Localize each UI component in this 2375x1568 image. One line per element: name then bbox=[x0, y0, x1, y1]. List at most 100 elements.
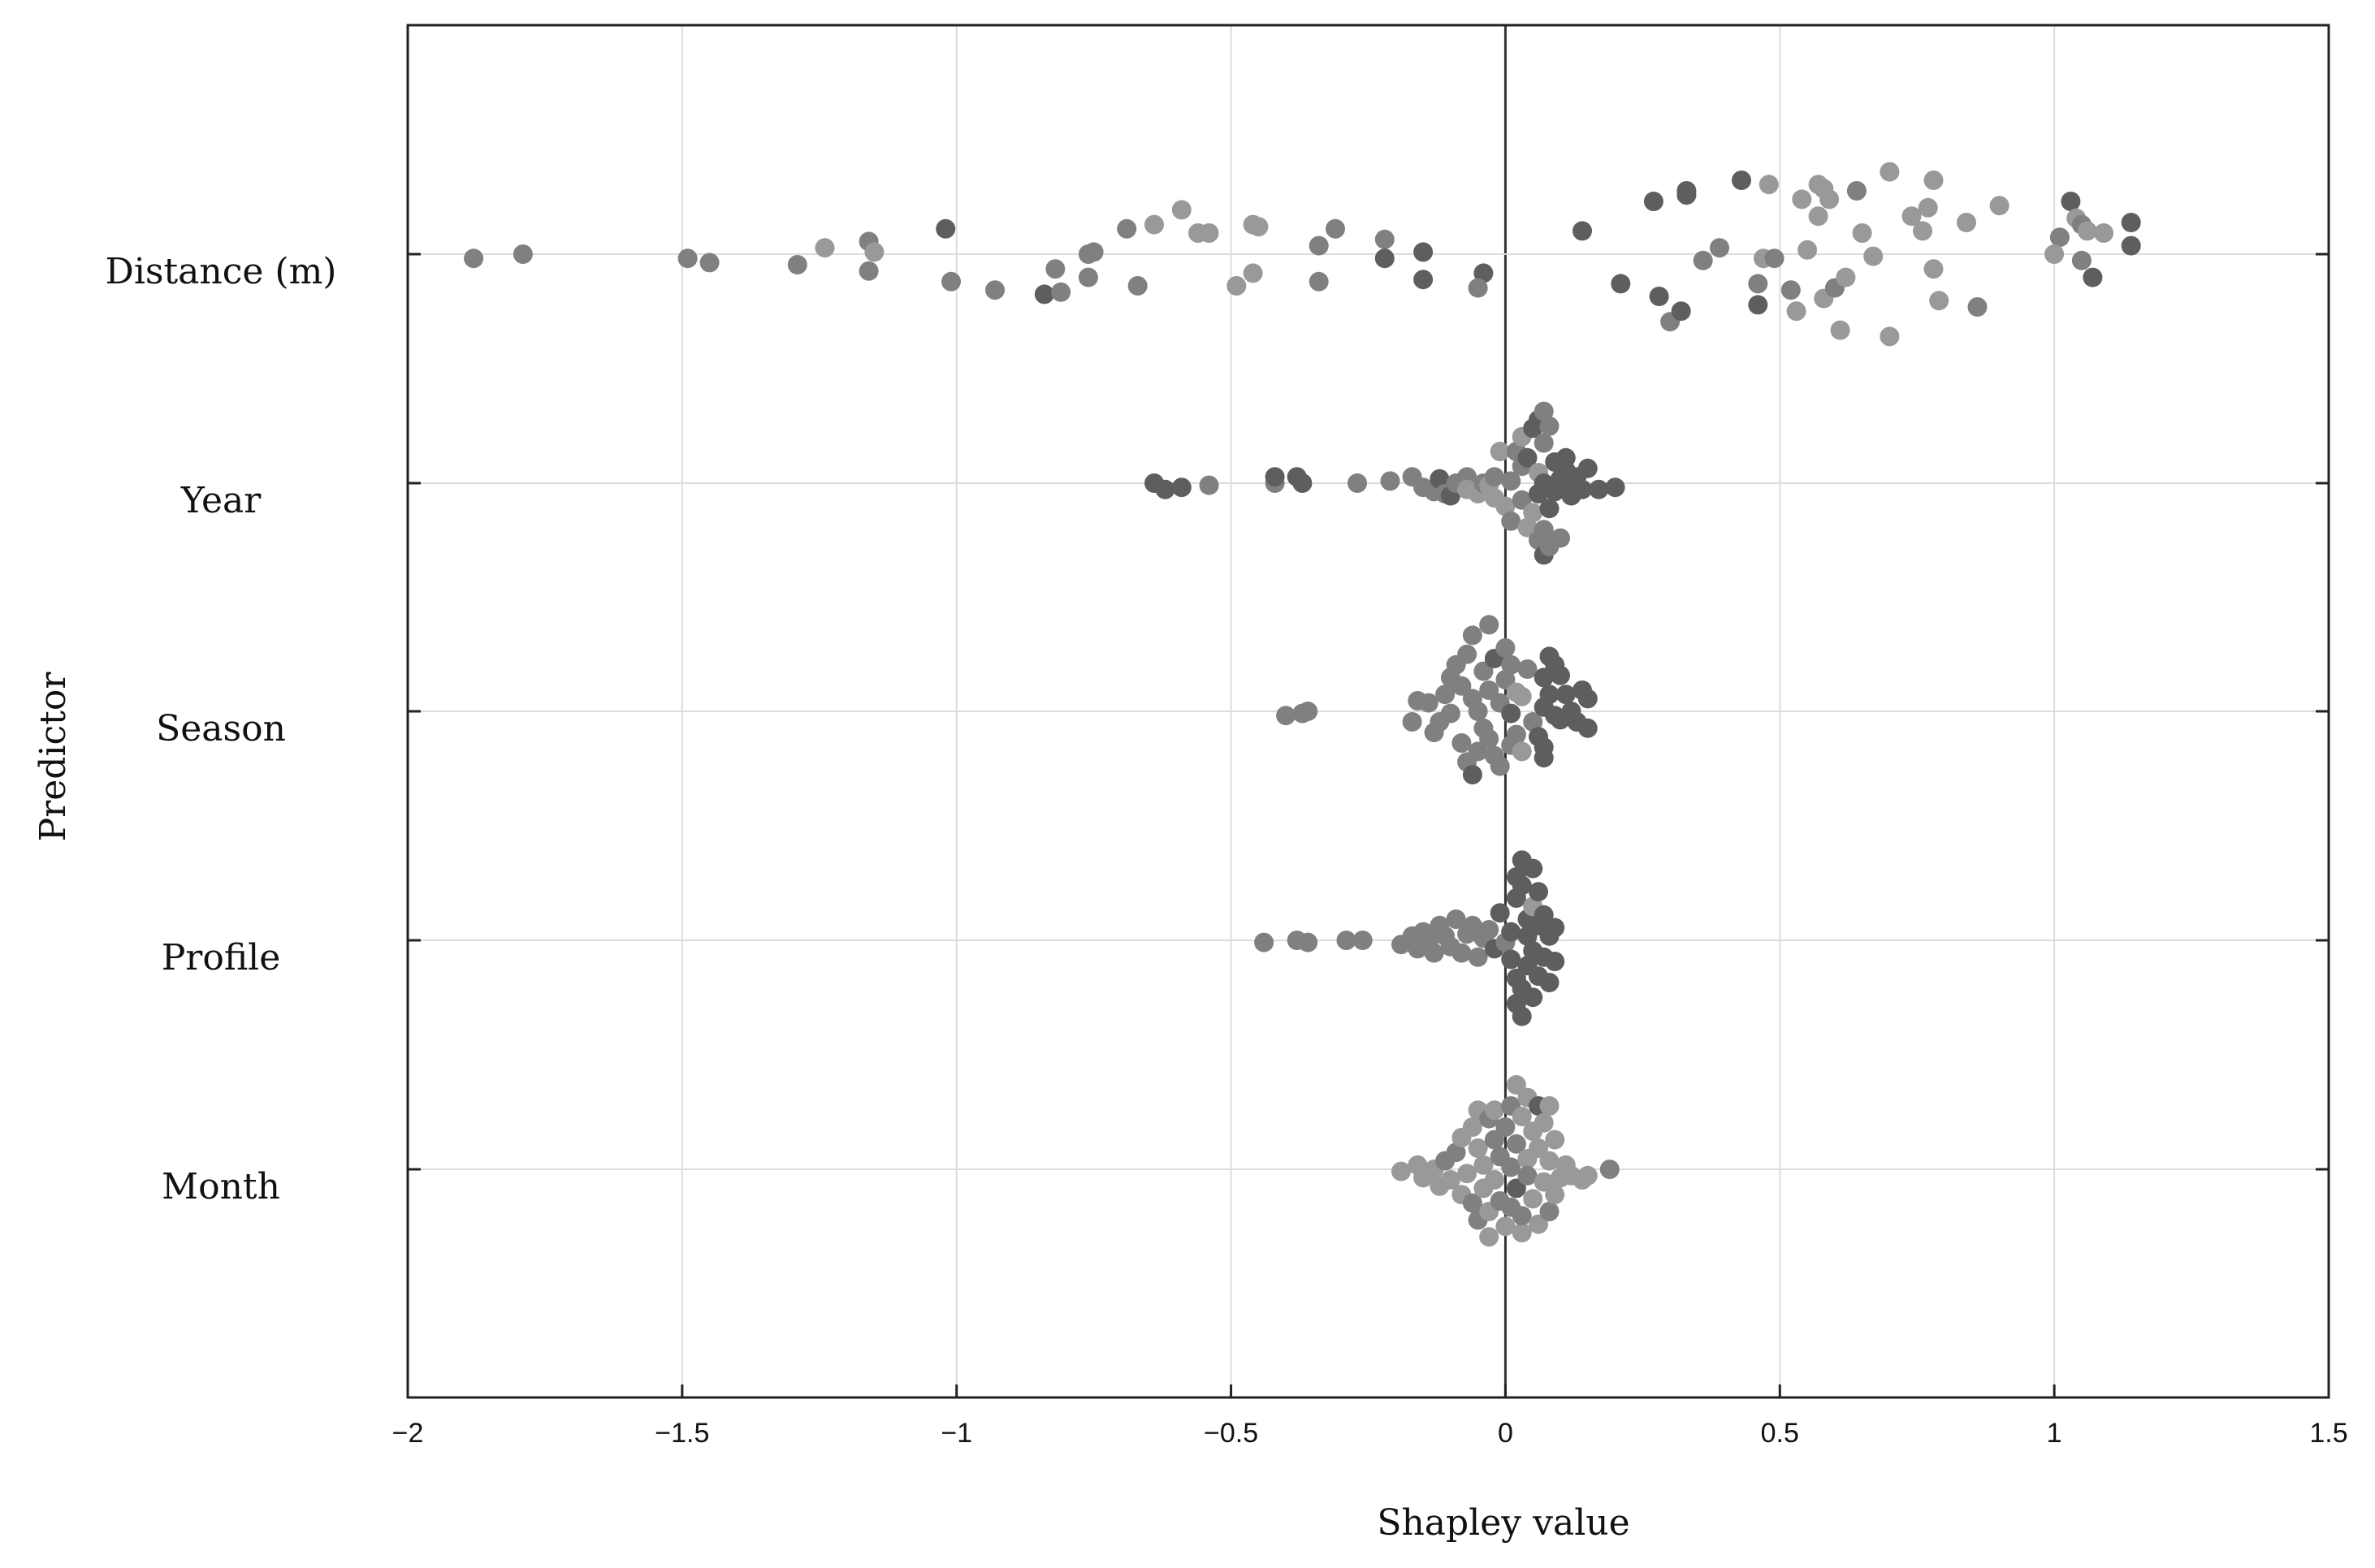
data-point bbox=[1676, 185, 1697, 205]
data-point bbox=[864, 242, 885, 262]
ticks-layer bbox=[406, 253, 2330, 1397]
data-point bbox=[1764, 248, 1784, 269]
data-point bbox=[1501, 949, 1521, 970]
data-point bbox=[699, 253, 720, 273]
data-point bbox=[1506, 1075, 1526, 1095]
data-point bbox=[1589, 479, 1609, 499]
data-point bbox=[1506, 1178, 1526, 1199]
data-point bbox=[1473, 1155, 1494, 1175]
x-tick-label: 1 bbox=[2047, 1418, 2062, 1449]
data-point bbox=[1523, 987, 1543, 1008]
data-point bbox=[1792, 189, 1812, 209]
data-point bbox=[1545, 1130, 1565, 1150]
data-point bbox=[1506, 724, 1526, 745]
points-layer bbox=[464, 162, 2141, 1247]
data-point bbox=[1374, 248, 1395, 269]
data-point bbox=[1671, 301, 1691, 322]
x-tick-label: 1.5 bbox=[2309, 1418, 2347, 1449]
data-point bbox=[1577, 1165, 1598, 1186]
data-point bbox=[1155, 479, 1175, 499]
data-point bbox=[1819, 189, 1840, 209]
data-point bbox=[1248, 217, 1269, 237]
data-point bbox=[1468, 1138, 1488, 1158]
data-point bbox=[1863, 246, 1884, 266]
data-point bbox=[1830, 320, 1850, 340]
data-point bbox=[1457, 644, 1477, 664]
data-point bbox=[1391, 1161, 1411, 1181]
data-point bbox=[1517, 517, 1538, 538]
data-point bbox=[1451, 733, 1472, 753]
data-point bbox=[2061, 192, 2081, 211]
data-point bbox=[1529, 882, 1548, 902]
data-point bbox=[1462, 765, 1482, 784]
data-point bbox=[1534, 667, 1554, 688]
data-point bbox=[1923, 259, 1944, 279]
series-0 bbox=[464, 162, 2141, 347]
data-point bbox=[1309, 271, 1329, 292]
data-point bbox=[1512, 1206, 1532, 1226]
data-point bbox=[1495, 670, 1516, 689]
data-point bbox=[1451, 943, 1472, 963]
data-point bbox=[787, 255, 807, 274]
data-point bbox=[1501, 511, 1521, 531]
data-point bbox=[1836, 267, 1856, 287]
data-point bbox=[1534, 401, 1554, 421]
data-point bbox=[1523, 858, 1543, 879]
data-point bbox=[1479, 1227, 1499, 1247]
data-point bbox=[936, 218, 956, 239]
x-tick-label: 0.5 bbox=[1761, 1418, 1799, 1449]
data-point bbox=[1512, 686, 1532, 706]
data-point bbox=[1780, 280, 1801, 300]
data-point bbox=[1435, 685, 1456, 705]
data-point bbox=[1539, 685, 1560, 705]
data-point bbox=[2083, 267, 2103, 287]
data-point bbox=[1276, 706, 1296, 726]
data-point bbox=[1045, 259, 1066, 279]
data-point bbox=[1517, 659, 1538, 679]
data-point bbox=[1034, 284, 1054, 305]
data-point bbox=[1523, 1189, 1543, 1209]
data-point bbox=[1484, 1170, 1504, 1190]
data-point bbox=[1523, 503, 1543, 523]
data-point bbox=[1462, 625, 1482, 646]
data-point bbox=[1748, 295, 1768, 315]
data-point bbox=[1462, 1117, 1482, 1137]
data-point bbox=[1501, 703, 1521, 724]
data-point bbox=[1457, 1164, 1477, 1184]
data-point bbox=[1490, 442, 1510, 461]
category-label: Season bbox=[156, 708, 286, 749]
x-axis-title: Shapley value bbox=[1377, 1502, 1629, 1544]
data-point bbox=[1117, 218, 1137, 239]
data-point bbox=[1545, 918, 1565, 938]
data-point bbox=[1957, 213, 1976, 232]
labels-layer: −2 −1.5 −1 −0.5 0 0.5 1 1.5 Distance (m) Year Seas… bbox=[106, 251, 2348, 1449]
data-point bbox=[1918, 197, 1938, 218]
data-point bbox=[1573, 221, 1592, 241]
x-tick-label: −1.5 bbox=[655, 1418, 709, 1449]
data-point bbox=[1551, 528, 1570, 548]
data-point bbox=[1473, 263, 1494, 283]
data-point bbox=[1512, 875, 1532, 896]
data-point bbox=[1265, 467, 1285, 487]
data-point bbox=[1534, 905, 1554, 925]
data-point bbox=[1611, 274, 1631, 294]
data-point bbox=[1348, 473, 1367, 493]
data-point bbox=[1539, 1096, 1560, 1116]
data-point bbox=[1573, 479, 1592, 499]
data-point bbox=[1440, 703, 1460, 724]
data-point bbox=[1732, 171, 1751, 190]
data-point bbox=[1523, 712, 1543, 732]
data-point bbox=[1539, 1202, 1560, 1221]
data-point bbox=[464, 248, 484, 269]
data-point bbox=[1577, 718, 1598, 738]
data-point bbox=[1084, 242, 1104, 262]
data-point bbox=[1797, 240, 1818, 260]
data-point bbox=[1501, 922, 1521, 942]
data-point bbox=[1418, 693, 1438, 713]
data-point bbox=[1446, 909, 1466, 929]
data-point bbox=[1413, 242, 1434, 262]
x-tick-label: −0.5 bbox=[1204, 1418, 1258, 1449]
data-point bbox=[1913, 221, 1932, 241]
